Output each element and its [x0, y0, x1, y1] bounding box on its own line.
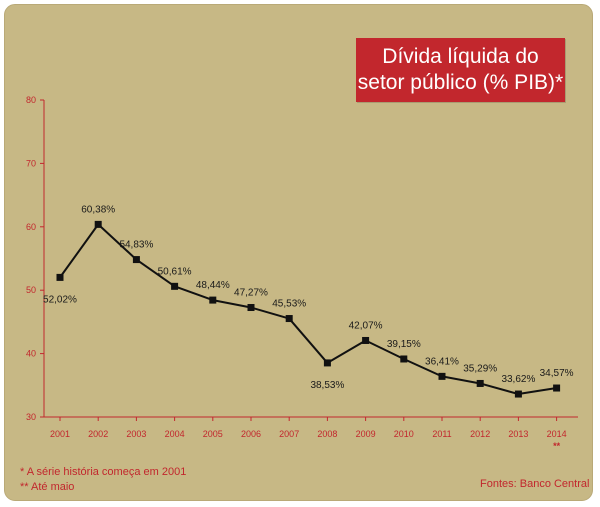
chart-title-line-1: Dívida líquida do [382, 45, 539, 68]
data-label: 50,61% [158, 266, 192, 277]
x-tick-label: 2012 [470, 429, 490, 439]
data-point [171, 282, 179, 290]
x-tick-footnote-mark: ** [553, 441, 561, 451]
data-point [476, 379, 484, 387]
data-point [247, 304, 255, 312]
x-tick-label: 2007 [279, 429, 299, 439]
y-tick-label: 80 [26, 95, 36, 105]
data-point [323, 359, 331, 367]
x-tick-label: 2005 [203, 429, 223, 439]
footnote-until-may: ** Até maio [20, 481, 75, 493]
data-label: 47,27% [234, 288, 268, 299]
x-tick-label: 2002 [88, 429, 108, 439]
data-label: 34,57% [540, 368, 574, 379]
x-tick-label: 2006 [241, 429, 261, 439]
data-point [132, 256, 140, 264]
data-point [438, 372, 446, 380]
footnote-series-start: * A série história começa em 2001 [20, 466, 187, 478]
data-point [285, 315, 293, 323]
y-tick-label: 30 [26, 412, 36, 422]
data-label: 42,07% [349, 320, 383, 331]
data-point [209, 296, 217, 304]
x-tick-label: 2004 [165, 429, 185, 439]
y-tick-label: 60 [26, 222, 36, 232]
x-tick-label: 2014 [547, 429, 567, 439]
data-label: 35,29% [463, 363, 497, 374]
y-tick-label: 70 [26, 158, 36, 168]
data-point [56, 273, 64, 281]
data-label: 48,44% [196, 280, 230, 291]
data-label: 52,02% [43, 294, 77, 305]
data-label: 36,41% [425, 356, 459, 367]
x-tick-label: 2003 [126, 429, 146, 439]
chart-title-line-2: setor público (% PIB)* [357, 71, 564, 94]
y-tick-label: 50 [26, 285, 36, 295]
source-note: Fontes: Banco Central [480, 478, 590, 490]
data-point [94, 220, 102, 228]
data-label: 45,53% [272, 299, 306, 310]
data-label: 39,15% [387, 339, 421, 350]
chart-title: Dívida líquida do setor público (% PIB)* [356, 38, 565, 102]
data-label: 60,38% [81, 204, 115, 215]
y-tick-label: 40 [26, 349, 36, 359]
data-label: 33,62% [501, 374, 535, 385]
x-tick-label: 2001 [50, 429, 70, 439]
data-point [400, 355, 408, 363]
data-point [553, 384, 561, 392]
data-point [514, 390, 522, 398]
data-point [362, 336, 370, 344]
data-label: 38,53% [310, 380, 344, 391]
data-label: 54,83% [119, 240, 153, 251]
x-tick-label: 2009 [356, 429, 376, 439]
x-tick-label: 2013 [508, 429, 528, 439]
x-tick-label: 2008 [317, 429, 337, 439]
x-tick-label: 2011 [432, 429, 451, 439]
series-line [59, 223, 557, 396]
x-tick-label: 2010 [394, 429, 414, 439]
